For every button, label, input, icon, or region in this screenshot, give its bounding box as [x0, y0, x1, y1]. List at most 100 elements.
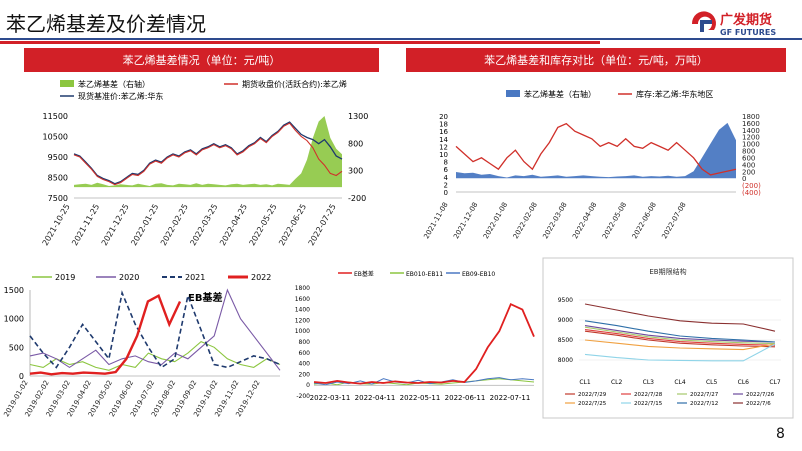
y2-tick-label: 1000: [742, 141, 760, 149]
y-tick-label: 1500: [4, 286, 24, 295]
legend-label: 2022/7/15: [634, 401, 663, 407]
y-tick-label: 1000: [4, 315, 24, 324]
chart2-legend: 苯乙烯基差（右轴） 库存:苯乙烯:华东地区: [506, 89, 713, 99]
x-tick-label: 2022-04-11: [355, 394, 396, 402]
y-tick-label: 8000: [558, 357, 573, 364]
series-line: [584, 339, 776, 351]
y-tick-label: 18: [439, 121, 448, 129]
series-line: [584, 320, 776, 343]
y-tick-label: 200: [299, 371, 311, 378]
x-tick-label: CL6: [738, 379, 750, 386]
series-2021-line: [29, 290, 281, 369]
chart5-plot: 9500 9000 8500 8000 CL1 CL2 CL3 CL4 CL5 CL6 CL7 202…: [558, 297, 781, 407]
legend-label: EB09-EB10: [462, 271, 495, 278]
y2-tick-label: 1800: [742, 113, 760, 121]
y-tick-label: 8: [444, 159, 448, 167]
y-tick-label: 20: [439, 113, 448, 121]
series-2022-line: [29, 293, 182, 376]
x-tick-label: 2022-06-11: [445, 394, 486, 402]
y-tick-label: 9500: [48, 153, 68, 162]
y-tick-label: 14: [439, 136, 448, 144]
y2-tick-label: -200: [348, 194, 366, 203]
chart3-plot: 1500100050002019-01-022019-02-022019-03-…: [2, 286, 281, 418]
x-tick-label: CL5: [706, 379, 718, 386]
y-tick-label: 400: [299, 361, 311, 368]
legend-label: 现货基准价:苯乙烯:华东: [78, 91, 163, 101]
x-tick-label: 2021-12-08: [452, 201, 479, 240]
y2-tick-label: 200: [742, 168, 755, 176]
x-tick-label: 2022-01-25: [129, 203, 160, 248]
y-tick-label: 10: [439, 151, 448, 159]
y-tick-label: 1400: [295, 307, 310, 314]
series-futures-line: [73, 122, 343, 186]
series-line: [584, 330, 776, 348]
legend-label: 2022/7/12: [690, 401, 718, 407]
page-title: 苯乙烯基差及价差情况: [6, 12, 206, 36]
y2-tick-label: (400): [742, 189, 761, 197]
y-tick-label: 1600: [295, 296, 310, 303]
logo-cn-text: 广发期货: [720, 12, 772, 28]
x-tick-label: 2022-04-08: [571, 201, 598, 240]
series-line: [584, 329, 776, 346]
legend-swatch-basis: [60, 80, 74, 87]
legend-label: 2021: [185, 273, 205, 282]
series-spot-line: [73, 121, 343, 185]
y-tick-label: 1800: [295, 285, 310, 292]
brand-logo: 广发期货 GF FUTURES: [691, 11, 776, 37]
chart3-legend: 2019 2020 2021 2022: [32, 273, 271, 282]
y-tick-label: 800: [299, 339, 311, 346]
x-tick-label: 2022-05-08: [601, 201, 628, 240]
y2-tick-label: 1300: [348, 112, 368, 121]
chart3-title: EB基差: [188, 291, 222, 304]
legend-label: 2022/7/25: [578, 401, 607, 407]
legend-label: 2022: [251, 273, 271, 282]
legend-label: 2022/7/27: [690, 392, 719, 398]
y2-tick-label: (200): [742, 182, 761, 190]
series-line: [584, 343, 776, 362]
legend-label: 库存:苯乙烯:华东地区: [636, 89, 713, 99]
x-tick-label: CL4: [674, 379, 686, 386]
y-tick-label: 500: [9, 343, 24, 352]
x-tick-label: 2022-05-25: [248, 203, 279, 248]
chart-eb-seasonal: 2019 2020 2021 2022 EB基差 1500 1000 500 0 201…: [2, 273, 281, 418]
chart5-frame: [542, 257, 794, 419]
legend-label: 2020: [119, 273, 139, 282]
y-tick-label: 10500: [43, 133, 68, 142]
x-tick-label: 2022-01-08: [482, 201, 509, 240]
y2-tick-label: 800: [348, 139, 363, 148]
series-inventory-line: [455, 122, 737, 176]
chart-eb-term-structure: EB期限结构 9500 9000 8500 8000 CL1 CL2 CL3 CL4 CL5 CL…: [542, 257, 794, 419]
chart4-legend: EB基差 EB010-EB11 EB09-EB10: [338, 270, 495, 278]
y2-tick-label: 1600: [742, 120, 760, 128]
header-rule-red: [0, 41, 600, 44]
y-tick-label: 1200: [295, 317, 310, 324]
series-eb-basis-line: [313, 302, 535, 385]
chart1-legend: 苯乙烯基差（右轴） 期货收盘价(活跃合约):苯乙烯 现货基准价:苯乙烯:华东: [60, 79, 347, 101]
x-tick-label: 2021-11-08: [422, 201, 449, 240]
x-tick-label: 2022-07-25: [307, 203, 338, 248]
y2-tick-label: 300: [348, 167, 363, 176]
chart-basis-inventory: 苯乙烯基差（右轴） 库存:苯乙烯:华东地区 201816141210864201…: [422, 89, 761, 240]
y-tick-label: 0: [19, 372, 24, 381]
legend-label: 苯乙烯基差（右轴）: [78, 79, 150, 89]
header-rule-blue: [0, 38, 802, 40]
y-tick-label: 0: [306, 382, 310, 389]
legend-label: 2022/7/26: [746, 392, 775, 398]
panel2-header: 苯乙烯基差和库存对比（单位：元/吨，万吨）: [406, 48, 786, 72]
series-line: [584, 303, 776, 332]
x-tick-label: 2022-05-11: [400, 394, 441, 402]
legend-label: 2022/7/28: [634, 392, 663, 398]
legend-label: 苯乙烯基差（右轴）: [524, 89, 596, 99]
chart1-plot: 11500 10500 9500 8500 7500 1300 800 300 -200 2021…: [41, 112, 369, 247]
y-tick-label: -200: [296, 393, 310, 400]
y-tick-label: 16: [439, 128, 448, 136]
y-tick-label: 8500: [48, 174, 68, 183]
legend-swatch-basis: [506, 90, 520, 97]
x-tick-label: 2022-07-08: [660, 201, 687, 240]
x-tick-label: 2021-12-25: [100, 203, 131, 248]
legend-label: 2022/7/29: [578, 392, 607, 398]
x-tick-label: CL3: [643, 379, 655, 386]
x-tick-label: 2022-03-08: [541, 201, 568, 240]
x-tick-label: 2022-04-25: [218, 202, 249, 247]
